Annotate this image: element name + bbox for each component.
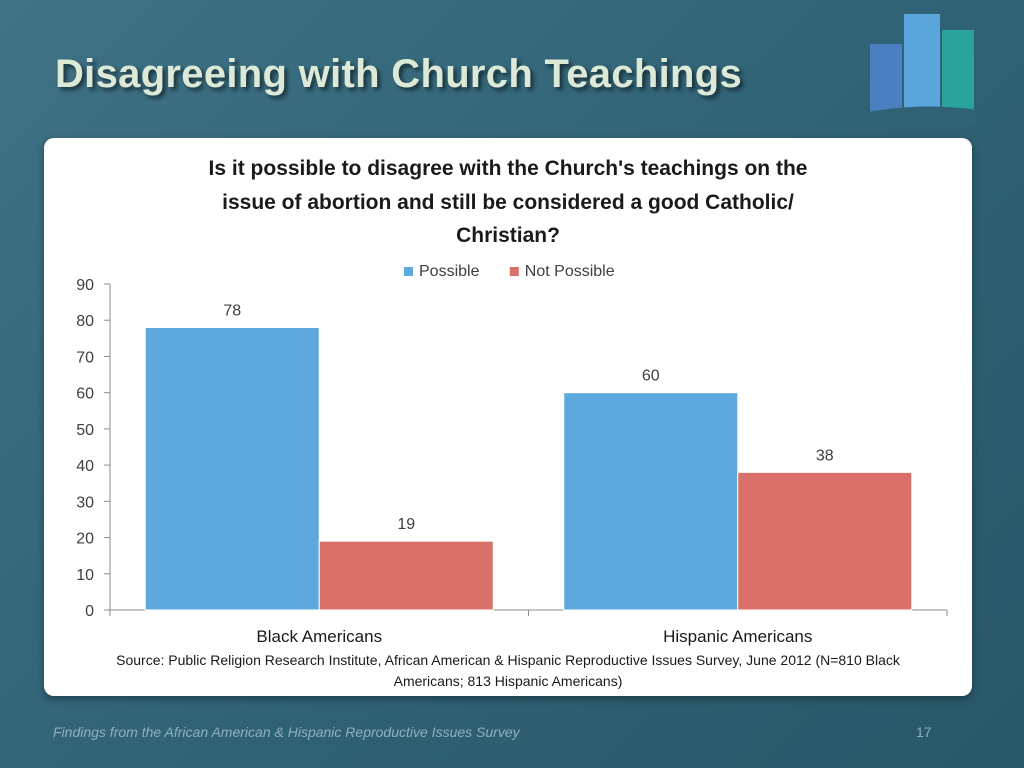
y-tick-label: 90 (76, 277, 94, 294)
page-number: 17 (916, 724, 932, 740)
data-label: 19 (397, 516, 415, 533)
y-tick-label: 60 (76, 386, 94, 403)
x-category-label: Black Americans (256, 627, 382, 646)
data-label: 78 (223, 302, 241, 319)
data-label: 38 (816, 447, 834, 464)
chart-title: Is it possible to disagree with the Chur… (44, 152, 972, 253)
source-line: Source: Public Religion Research Institu… (116, 652, 900, 668)
logo-icon (868, 14, 978, 124)
y-tick-label: 10 (76, 567, 94, 584)
chart-title-line: Is it possible to disagree with the Chur… (208, 157, 808, 180)
slide-title: Disagreeing with Church Teachings (55, 52, 743, 96)
y-tick-label: 20 (76, 531, 94, 548)
chart-panel: Is it possible to disagree with the Chur… (44, 138, 972, 696)
slide-footer: Findings from the African American & His… (53, 724, 520, 740)
source-note: Source: Public Religion Research Institu… (54, 650, 962, 692)
data-label: 60 (642, 368, 660, 385)
legend-label: Possible (419, 263, 480, 280)
x-category-label: Hispanic Americans (663, 627, 812, 646)
chart-title-line: issue of abortion and still be considere… (222, 190, 794, 214)
y-tick-label: 50 (76, 422, 94, 439)
bar (563, 392, 739, 611)
bar-chart: 0 10 20 30 40 50 60 70 80 90 Black Americans 78 19 Hi… (76, 263, 948, 646)
bar (144, 326, 320, 611)
bar (737, 471, 913, 611)
bar (318, 540, 494, 611)
legend-swatch (509, 267, 519, 276)
y-tick-label: 0 (85, 603, 94, 620)
legend-label: Not Possible (525, 263, 615, 280)
source-line: Americans; 813 Hispanic Americans) (393, 673, 623, 689)
chart-title-line: Christian? (456, 224, 560, 248)
y-tick-label: 30 (76, 494, 94, 511)
y-tick-label: 40 (76, 458, 94, 475)
legend-swatch (404, 267, 413, 276)
y-tick-label: 70 (76, 349, 94, 366)
y-tick-label: 80 (76, 313, 94, 330)
